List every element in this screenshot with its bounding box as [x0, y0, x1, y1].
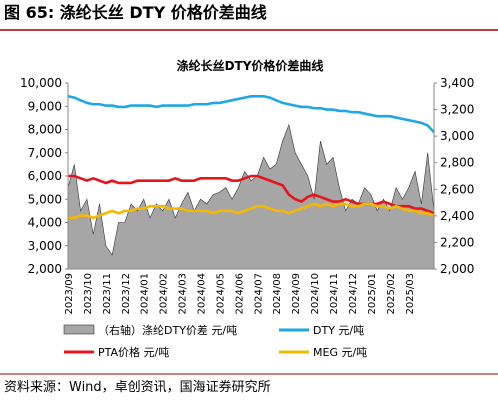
- x-tick-label: 2023/09: [64, 273, 75, 315]
- x-tick-label: 2025/01: [367, 273, 378, 315]
- y-tick-label: 4,000: [28, 216, 62, 230]
- source: 资料来源：Wind，卓创资讯，国海证券研究所: [4, 379, 271, 395]
- chart-title: 涤纶长丝DTY价格价差曲线: [177, 58, 324, 73]
- y2-tick-label: 2,200: [440, 235, 474, 249]
- x-tick-label: 2024/07: [253, 273, 264, 315]
- x-tick-label: 2024/10: [310, 273, 321, 315]
- x-tick-label: 2024/05: [215, 273, 226, 315]
- y-tick-label: 10,000: [20, 76, 62, 90]
- y-tick-label: 9,000: [28, 99, 62, 113]
- x-tick-label: 2024/06: [234, 273, 245, 315]
- y2-tick-label: 2,800: [440, 156, 474, 170]
- y-tick-label: 6,000: [28, 169, 62, 183]
- y2-tick-label: 3,400: [440, 76, 474, 90]
- area: [67, 123, 435, 270]
- line: [67, 94, 435, 134]
- x-tick-label: 2024/04: [197, 273, 208, 315]
- y-tick-label: 2,000: [28, 262, 62, 276]
- legend-swatch: [63, 324, 95, 335]
- x-tick-label: 2023/12: [121, 273, 132, 315]
- x-tick-label: 2025/03: [405, 273, 416, 315]
- x-tick-label: 2023/11: [102, 273, 113, 315]
- x-tick-label: 2025/02: [386, 273, 397, 315]
- y2-tick-label: 2,400: [440, 209, 474, 223]
- y-tick-label: 3,000: [28, 239, 62, 253]
- x-tick-label: 2023/10: [83, 273, 94, 315]
- x-tick-label: 2024/09: [291, 273, 302, 315]
- legend-label: MEG 元/吨: [313, 346, 367, 359]
- x-tick-label: 2024/08: [272, 273, 283, 315]
- y-tick-label: 8,000: [28, 123, 62, 137]
- x-tick-label: 2024/11: [329, 273, 340, 315]
- line: [68, 202, 435, 220]
- y-tick-label: 5,000: [28, 192, 62, 206]
- y2-tick-label: 2,600: [440, 182, 474, 196]
- x-tick-label: 2024/02: [159, 273, 170, 315]
- legend-label: PTA价格 元/吨: [98, 345, 169, 359]
- y2-tick-label: 3,200: [440, 103, 474, 117]
- legend-label: DTY 元/吨: [313, 324, 364, 337]
- y-tick-label: 7,000: [28, 146, 62, 160]
- y2-tick-label: 3,000: [440, 129, 474, 143]
- x-tick-label: 2024/12: [348, 273, 359, 315]
- x-tick-label: 2024/01: [140, 273, 151, 315]
- x-tick-label: 2024/03: [178, 273, 189, 315]
- y2-tick-label: 2,000: [440, 262, 474, 276]
- figure-title: 图 65: 涤纶长丝 DTY 价格价差曲线: [4, 3, 267, 22]
- legend-label: （右轴）涤纶DTY价差 元/吨: [98, 323, 237, 337]
